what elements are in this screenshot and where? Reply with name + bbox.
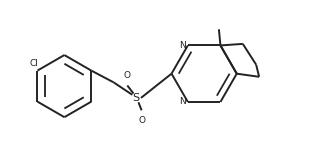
Text: O: O <box>139 116 146 125</box>
Text: Cl: Cl <box>29 59 38 68</box>
Text: O: O <box>123 71 130 80</box>
Text: N: N <box>179 41 186 50</box>
Text: S: S <box>132 93 139 103</box>
Text: N: N <box>179 97 186 106</box>
